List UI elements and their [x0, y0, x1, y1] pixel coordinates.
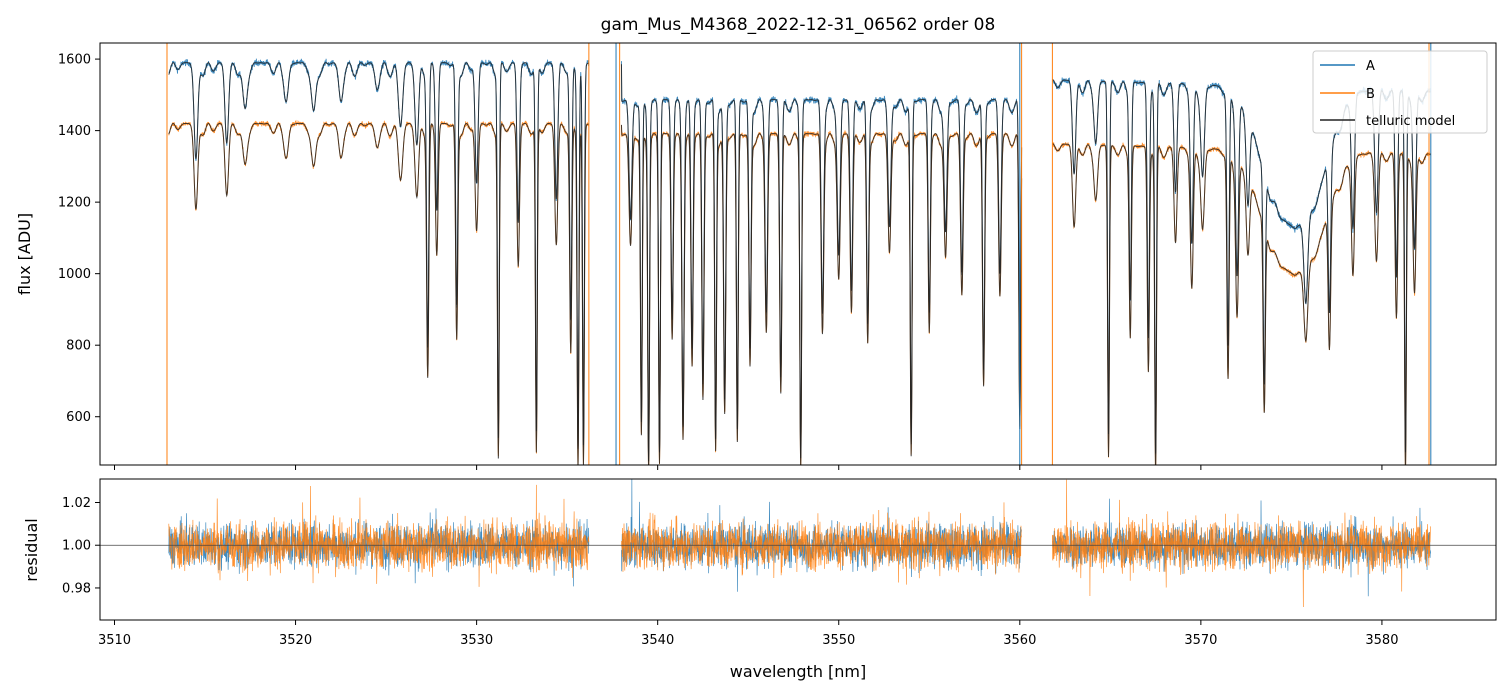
- legend-label-a: A: [1366, 59, 1375, 74]
- residual-data: [100, 479, 1496, 608]
- residual-x-tick-label: 3510: [98, 633, 131, 648]
- residual-x-tick-label: 3530: [460, 633, 493, 648]
- flux-panel: 600 800 1000 1200 1400 1600 flux [ADU] A B te…: [15, 42, 1497, 470]
- legend-label-b: B: [1366, 87, 1375, 102]
- residual-y-tick-label: 1.00: [62, 539, 91, 554]
- residual-panel: 0.98 1.00 1.02 3510 3520 3530 3540 3550 3560 357…: [22, 478, 1497, 681]
- x-axis-label: wavelength [nm]: [730, 662, 867, 681]
- flux-y-tick-label: 1200: [58, 196, 91, 211]
- flux-y-tick-label: 600: [66, 410, 91, 425]
- flux-y-tick-label: 1000: [58, 267, 91, 282]
- legend-frame: [1312, 50, 1488, 134]
- telluric-model-line-b: [168, 122, 1431, 465]
- residual-x-tick-label: 3550: [822, 633, 855, 648]
- residual-x-ticks: 3510 3520 3530 3540 3550 3560 3570 3580: [98, 620, 1398, 648]
- residual-x-tick-label: 3570: [1184, 633, 1217, 648]
- residual-x-tick-label: 3580: [1365, 633, 1398, 648]
- flux-y-tick-label: 800: [66, 339, 91, 354]
- chart-title: gam_Mus_M4368_2022-12-31_06562 order 08: [601, 15, 996, 35]
- residual-y-ticks: 0.98 1.00 1.02: [62, 496, 100, 596]
- residual-b-line: [168, 479, 1431, 608]
- residual-x-tick-label: 3520: [279, 633, 312, 648]
- flux-data: [166, 43, 1432, 465]
- flux-y-tick-label: 1600: [58, 53, 91, 68]
- residual-x-tick-label: 3540: [641, 633, 674, 648]
- legend-label-telluric: telluric model: [1366, 114, 1455, 129]
- residual-y-tick-label: 0.98: [62, 581, 91, 596]
- flux-y-tick-label: 1400: [58, 124, 91, 139]
- flux-x-ticks: [113, 465, 1383, 470]
- flux-y-ticks: 600 800 1000 1200 1400 1600: [58, 53, 100, 425]
- flux-y-axis-label: flux [ADU]: [15, 213, 34, 295]
- residual-x-tick-label: 3560: [1003, 633, 1036, 648]
- residual-y-axis-label: residual: [22, 518, 41, 581]
- legend: A B telluric model: [1312, 50, 1488, 134]
- residual-panel-frame: [99, 478, 1497, 621]
- flux-panel-frame: [99, 42, 1497, 466]
- residual-y-tick-label: 1.02: [62, 496, 91, 511]
